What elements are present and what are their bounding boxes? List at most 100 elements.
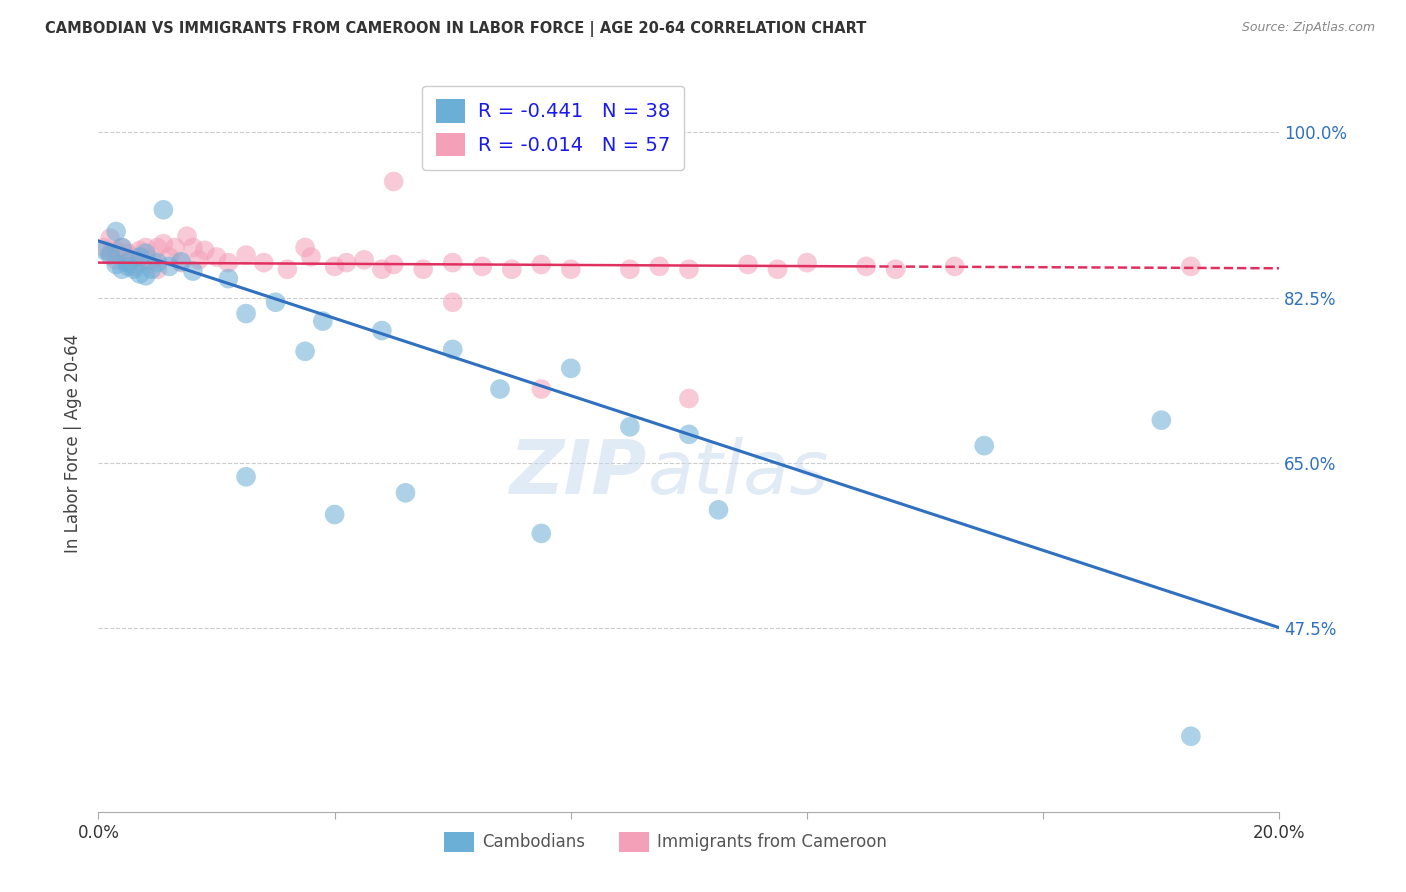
Point bbox=[111, 241, 134, 255]
Point bbox=[371, 262, 394, 277]
Text: CAMBODIAN VS IMMIGRANTS FROM CAMEROON IN LABOR FORCE | AGE 20-64 CORRELATION CHA: CAMBODIAN VS IMMIGRANTS FROM CAMEROON IN… bbox=[45, 21, 866, 37]
Point bbox=[530, 526, 553, 541]
Point bbox=[335, 255, 357, 269]
Text: ZIP: ZIP bbox=[510, 437, 648, 509]
Point bbox=[678, 262, 700, 277]
Point bbox=[93, 244, 115, 258]
Point bbox=[648, 260, 671, 274]
Point bbox=[122, 250, 145, 264]
Point bbox=[105, 225, 128, 239]
Point bbox=[294, 241, 316, 255]
Point bbox=[323, 508, 346, 522]
Point bbox=[117, 255, 139, 269]
Point bbox=[619, 262, 641, 277]
Point bbox=[217, 255, 239, 269]
Point bbox=[1180, 260, 1202, 274]
Point bbox=[501, 262, 523, 277]
Point bbox=[973, 439, 995, 453]
Point bbox=[93, 241, 115, 255]
Point bbox=[105, 258, 128, 272]
Point bbox=[312, 314, 335, 328]
Point bbox=[678, 427, 700, 442]
Point bbox=[187, 252, 209, 267]
Point bbox=[205, 250, 228, 264]
Text: Source: ZipAtlas.com: Source: ZipAtlas.com bbox=[1241, 21, 1375, 35]
Point bbox=[294, 344, 316, 359]
Point bbox=[766, 262, 789, 277]
Point bbox=[98, 248, 121, 262]
Point bbox=[128, 255, 150, 269]
Point bbox=[117, 255, 139, 269]
Point bbox=[128, 250, 150, 264]
Point bbox=[157, 260, 180, 274]
Point bbox=[217, 271, 239, 285]
Point bbox=[471, 260, 494, 274]
Point bbox=[619, 419, 641, 434]
Point bbox=[441, 295, 464, 310]
Point bbox=[441, 255, 464, 269]
Point bbox=[253, 255, 276, 269]
Point bbox=[152, 236, 174, 251]
Point bbox=[299, 250, 322, 264]
Point bbox=[105, 252, 128, 267]
Text: atlas: atlas bbox=[648, 437, 830, 509]
Point bbox=[382, 258, 405, 272]
Point bbox=[128, 267, 150, 281]
Point bbox=[117, 260, 139, 274]
Legend: Cambodians, Immigrants from Cameroon: Cambodians, Immigrants from Cameroon bbox=[437, 825, 893, 859]
Point bbox=[1150, 413, 1173, 427]
Point bbox=[111, 241, 134, 255]
Point bbox=[560, 262, 582, 277]
Point bbox=[560, 361, 582, 376]
Point bbox=[194, 244, 217, 258]
Point bbox=[146, 262, 169, 277]
Point bbox=[884, 262, 907, 277]
Point bbox=[796, 255, 818, 269]
Point bbox=[1180, 729, 1202, 743]
Point bbox=[141, 262, 163, 277]
Point bbox=[235, 307, 257, 321]
Point bbox=[181, 264, 204, 278]
Point bbox=[855, 260, 877, 274]
Point bbox=[170, 255, 193, 269]
Point bbox=[146, 255, 169, 269]
Point bbox=[98, 231, 121, 245]
Point bbox=[382, 174, 405, 188]
Point bbox=[117, 246, 139, 260]
Point bbox=[122, 260, 145, 274]
Point bbox=[111, 262, 134, 277]
Point bbox=[157, 250, 180, 264]
Point bbox=[235, 248, 257, 262]
Point bbox=[323, 260, 346, 274]
Point bbox=[152, 202, 174, 217]
Point bbox=[394, 485, 416, 500]
Point bbox=[122, 262, 145, 277]
Point bbox=[135, 246, 157, 260]
Point bbox=[141, 252, 163, 267]
Point bbox=[135, 241, 157, 255]
Point bbox=[165, 241, 187, 255]
Point bbox=[530, 258, 553, 272]
Point bbox=[489, 382, 512, 396]
Point bbox=[707, 503, 730, 517]
Point bbox=[98, 246, 121, 260]
Point bbox=[146, 241, 169, 255]
Point bbox=[135, 268, 157, 283]
Point bbox=[264, 295, 287, 310]
Point bbox=[111, 250, 134, 264]
Point bbox=[276, 262, 298, 277]
Point bbox=[128, 244, 150, 258]
Point bbox=[235, 470, 257, 484]
Point bbox=[412, 262, 434, 277]
Point bbox=[441, 343, 464, 357]
Point bbox=[371, 324, 394, 338]
Point bbox=[678, 392, 700, 406]
Point bbox=[105, 244, 128, 258]
Point bbox=[943, 260, 966, 274]
Point bbox=[181, 241, 204, 255]
Point bbox=[737, 258, 759, 272]
Point bbox=[353, 252, 375, 267]
Y-axis label: In Labor Force | Age 20-64: In Labor Force | Age 20-64 bbox=[63, 334, 82, 553]
Point bbox=[176, 229, 198, 244]
Point bbox=[170, 254, 193, 268]
